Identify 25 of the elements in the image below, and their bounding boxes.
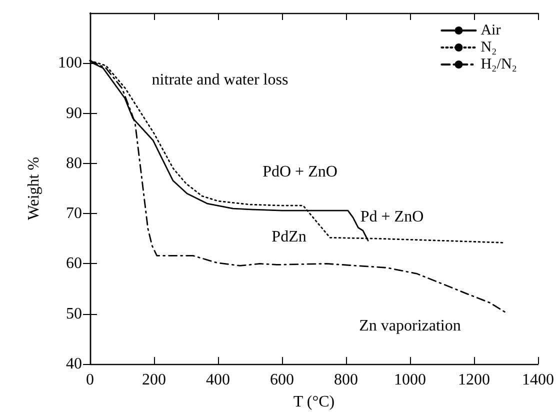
x-tick-label: 400	[206, 372, 230, 388]
y-tick-label: 80	[66, 154, 82, 172]
x-tick-label: 0	[86, 372, 94, 388]
x-axis-title: T (°C)	[293, 394, 335, 410]
x-tick-label: 1400	[522, 372, 554, 388]
x-tick-label: 1000	[394, 372, 426, 388]
x-tick-label: 1200	[458, 372, 490, 388]
y-axis-title: Weight %	[26, 156, 42, 220]
y-tick-label: 60	[66, 255, 82, 272]
legend-label: N₂	[480, 40, 497, 56]
y-tick-label: 40	[66, 356, 82, 372]
x-tick-label: 800	[334, 372, 358, 388]
y-tick-label: 100	[58, 54, 82, 72]
annotation: PdZn	[272, 228, 306, 246]
legend-label: Air	[480, 22, 501, 38]
y-tick-label: 70	[66, 205, 82, 222]
legend-label: H₂/N₂	[480, 56, 518, 72]
annotation: nitrate and water loss	[152, 72, 288, 88]
y-tick-label: 50	[66, 305, 82, 322]
annotation: Zn vaporization	[359, 318, 461, 334]
annotation: Pd + ZnO	[360, 208, 424, 226]
x-tick-label: 600	[270, 372, 294, 388]
x-tick-label: 200	[142, 372, 166, 388]
annotation: PdO + ZnO	[262, 164, 338, 180]
y-tick-label: 90	[66, 104, 82, 122]
